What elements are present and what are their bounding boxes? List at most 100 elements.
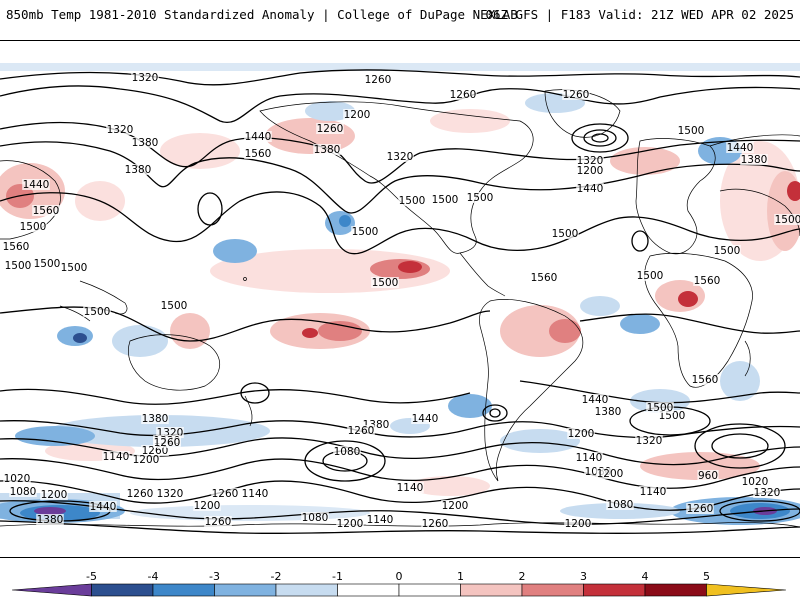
colorbar-legend: -5 -4 -3 -2 -1 0 1 2 3 4 5 — [0, 570, 800, 600]
map-title: 850mb Temp 1981-2010 Standardized Anomal… — [6, 7, 518, 22]
colorbar-segment — [584, 584, 646, 596]
contour-label-text: 1500 — [61, 262, 88, 274]
contour-label-text: 1260 — [365, 74, 392, 86]
contour-label-text: 1200 — [337, 518, 364, 530]
contour-label-text: 1560 — [245, 148, 272, 160]
colorbar-segment — [522, 584, 584, 596]
colorbar-segment — [707, 584, 787, 596]
colorbar-tick-label: 4 — [642, 570, 649, 583]
contour-label-text: 1260 — [687, 503, 714, 515]
contour-label: 1500 — [60, 262, 88, 274]
contour-label-text: 1440 — [577, 183, 604, 195]
map-panel[interactable]: 1320 1260 1260 1260 1200 1260 1320 1380 1440 1380… — [0, 40, 800, 558]
contour-label: 1200 — [336, 518, 364, 530]
colorbar-tick-label: -3 — [209, 570, 220, 583]
contour-label: 1260 — [686, 503, 714, 515]
contour-label: 1260 — [421, 518, 449, 530]
model-run-info: 06Z GFS | F183 Valid: 21Z WED APR 02 202… — [485, 7, 794, 22]
colorbar-segment — [92, 584, 154, 596]
colorbar-segment — [461, 584, 523, 596]
contour-label: 1260 — [347, 425, 375, 437]
contour-label: 1440 — [22, 179, 50, 191]
contour-label-text: 1380 — [314, 144, 341, 156]
contour-label-text: 1080 — [10, 486, 37, 498]
contour-label: 1020 — [3, 473, 31, 485]
contour-label-text: 1200 — [597, 468, 624, 480]
contour-label: 1320 — [131, 72, 159, 84]
contour-label: 1440 — [411, 413, 439, 425]
contour-label-text: 1200 — [442, 500, 469, 512]
colorbar-tick-label: 0 — [396, 570, 403, 583]
colorbar-tick-label: 1 — [457, 570, 464, 583]
contour-label-text: 1380 — [132, 137, 159, 149]
contour-label-text: 1320 — [132, 72, 159, 84]
contour-label: 1200 — [193, 500, 221, 512]
contour-label-text: 1500 — [678, 125, 705, 137]
contour-label: 1320 — [106, 124, 134, 136]
colorbar-tick-label: -2 — [271, 570, 282, 583]
contour-label-text: 1260 — [563, 89, 590, 101]
contour-label: 1260 — [204, 516, 232, 528]
contour-label: 1140 — [102, 451, 130, 463]
contour-label: 1260 — [449, 89, 477, 101]
contour-label-text: 1440 — [23, 179, 50, 191]
contour-label-text: 1140 — [576, 452, 603, 464]
contour-label: 1320 — [386, 151, 414, 163]
contour-label-text: 1500 — [399, 195, 426, 207]
contour-label: 1500 — [351, 226, 379, 238]
contour-label-text: 1500 — [647, 402, 674, 414]
contour-label: 1560 — [244, 148, 272, 160]
contour-label: 1500 — [466, 192, 494, 204]
colorbar-segment — [12, 584, 92, 596]
contour-label-text: 1440 — [245, 131, 272, 143]
contour-label: 1080 — [301, 512, 329, 524]
contour-label-text: 960 — [698, 470, 718, 482]
colorbar-tick-label: -1 — [332, 570, 343, 583]
contour-label: 1140 — [575, 452, 603, 464]
colorbar-segment — [338, 584, 400, 596]
contour-label-text: 1380 — [37, 514, 64, 526]
contour-label-text: 1140 — [640, 486, 667, 498]
contour-label: 1500 — [83, 306, 111, 318]
contour-label-text: 1140 — [242, 488, 269, 500]
contour-label-text: 1500 — [372, 277, 399, 289]
contour-label-text: 1320 — [636, 435, 663, 447]
contour-label: 1500 — [19, 221, 47, 233]
contour-label-text: 1260 — [212, 488, 239, 500]
contour-label: 1140 — [366, 514, 394, 526]
contour-label: 1500 — [646, 402, 674, 414]
contour-label: 1080 — [333, 446, 361, 458]
contour-label-text: 1380 — [741, 154, 768, 166]
colorbar-segment — [399, 584, 461, 596]
colorbar-scale — [0, 583, 800, 597]
contour-label: 1380 — [124, 164, 152, 176]
contour-label-text: 1200 — [344, 109, 371, 121]
contour-label-text: 1140 — [103, 451, 130, 463]
contour-label: 1260 — [126, 488, 154, 500]
contour-label: 1260 — [211, 488, 239, 500]
contour-label: 1380 — [141, 413, 169, 425]
colorbar-tick-label: -5 — [86, 570, 97, 583]
contour-label-text: 1500 — [775, 214, 800, 226]
contour-label: 1380 — [740, 154, 768, 166]
contour-label: 1320 — [753, 487, 781, 499]
contour-label: 1500 — [677, 125, 705, 137]
contour-label: 1200 — [132, 454, 160, 466]
contour-label: 1560 — [693, 275, 721, 287]
contour-label-text: 1500 — [552, 228, 579, 240]
contour-label-text: 1500 — [5, 260, 32, 272]
contour-label: 1320 — [156, 488, 184, 500]
contour-label: 1320 — [635, 435, 663, 447]
contour-label-text: 1200 — [568, 428, 595, 440]
contour-label: 1380 — [594, 406, 622, 418]
colorbar-segment — [276, 584, 338, 596]
contour-label: 1380 — [36, 514, 64, 526]
contour-label: 1080 — [606, 499, 634, 511]
contour-label: 1200 — [564, 518, 592, 530]
colorbar-tick-label: 5 — [703, 570, 710, 583]
contour-label-text: 1260 — [348, 425, 375, 437]
contour-label-text: 1380 — [125, 164, 152, 176]
contour-label-text: 1020 — [4, 473, 31, 485]
contour-label-text: 1260 — [422, 518, 449, 530]
